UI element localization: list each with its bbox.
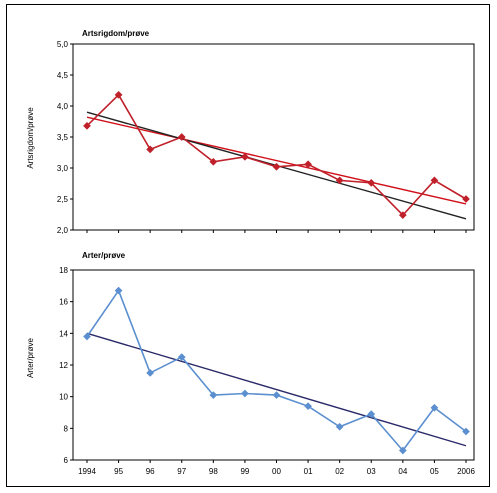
x-tick-label: 2006 — [457, 467, 475, 476]
trend-line — [86, 116, 467, 205]
x-tick-label: 04 — [398, 467, 407, 476]
y-tick-label: 4,0 — [57, 102, 69, 111]
y-axis-label: Arter/prøve — [26, 337, 35, 378]
y-tick-label: 4,5 — [57, 71, 69, 80]
data-point — [335, 422, 344, 431]
x-tick-label: 96 — [146, 467, 155, 476]
panel-title: Artsrigdom/prøve — [82, 29, 150, 38]
data-point — [146, 368, 155, 377]
x-tick-label: 98 — [209, 467, 218, 476]
data-point — [83, 332, 91, 341]
y-tick-label: 16 — [59, 298, 68, 307]
data-point — [209, 391, 218, 400]
panel-artsrigdom: Artsrigdom/prøve Artsrigdom/prøve 2,0 2,5… — [26, 29, 475, 235]
data-point — [240, 389, 249, 398]
x-tick-label: 97 — [177, 467, 186, 476]
panel-title: Arter/prøve — [82, 251, 126, 260]
y-tick-label: 3,0 — [57, 164, 69, 173]
x-tick-label: 01 — [304, 467, 313, 476]
y-tick-label: 2,5 — [57, 195, 69, 204]
data-point — [114, 90, 123, 99]
data-point — [304, 402, 313, 411]
data-point — [367, 410, 376, 419]
trend-line — [86, 332, 467, 447]
data-point — [398, 211, 407, 220]
y-tick-label: 18 — [59, 266, 68, 275]
data-point — [304, 160, 313, 169]
data-point — [272, 162, 281, 171]
data-point — [398, 446, 407, 455]
x-tick-label: 95 — [114, 467, 123, 476]
data-point — [240, 152, 249, 161]
x-tick-label: 99 — [240, 467, 249, 476]
y-tick-label: 14 — [59, 329, 68, 338]
data-point — [462, 427, 470, 436]
y-tick-label: 10 — [59, 393, 68, 402]
y-tick-label: 6 — [64, 456, 69, 465]
data-point — [83, 121, 91, 130]
data-point — [272, 391, 281, 400]
figure-frame — [6, 4, 490, 487]
panel-arter: Arter/prøve Arter/prøve 6 8 10 12 14 16 18 1994… — [26, 251, 475, 476]
data-point — [114, 286, 123, 295]
data-point — [367, 178, 376, 187]
data-point — [177, 133, 186, 141]
data-point — [462, 195, 470, 203]
plot-area — [72, 269, 475, 461]
data-point — [430, 403, 439, 412]
y-tick-label: 3,5 — [57, 133, 69, 142]
x-tick-label: 02 — [335, 467, 344, 476]
series-line — [86, 288, 467, 452]
y-tick-label: 8 — [64, 424, 69, 433]
series-line — [86, 93, 467, 217]
data-point — [335, 176, 344, 185]
data-point — [177, 353, 186, 362]
data-point — [209, 157, 218, 166]
x-tick-label: 1994 — [78, 467, 96, 476]
y-axis-label: Artsrigdom/prøve — [26, 107, 35, 169]
y-tick-label: 2,0 — [57, 226, 69, 235]
y-tick-label: 12 — [59, 361, 68, 370]
x-tick-label: 03 — [367, 467, 376, 476]
y-tick-label: 5,0 — [57, 40, 69, 49]
x-tick-label: 05 — [430, 467, 439, 476]
data-point — [430, 176, 439, 185]
x-tick-label: 00 — [272, 467, 281, 476]
data-point — [146, 145, 155, 154]
